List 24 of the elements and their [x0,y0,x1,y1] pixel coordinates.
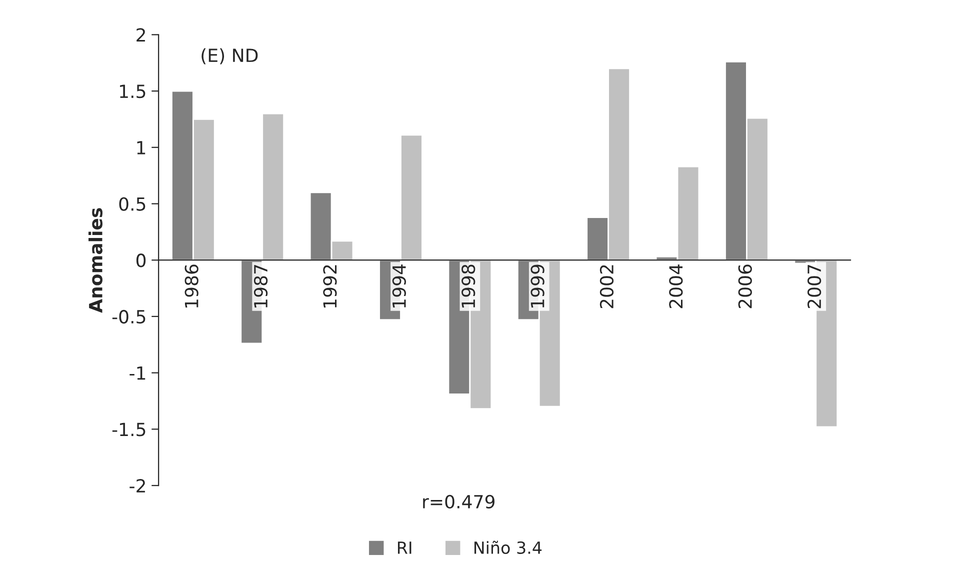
x-tick-label: 2007 [807,265,822,308]
legend-label: RI [398,542,412,554]
y-tick-label: 1.5 [120,84,146,98]
text: r=0.479 [423,494,494,509]
text: (E) ND [202,48,258,64]
x-tick-label: 1986 [184,264,198,308]
legend-label: Niño 3.4 [474,540,542,554]
x-tick-label: 1994 [392,264,406,308]
y-tick-label: -2 [130,478,145,492]
y-tick-label: -1 [130,366,146,380]
x-tick-label: 1998 [462,264,476,308]
y-tick-label: -0.5 [112,310,146,324]
x-tick-label: 1992 [323,265,337,308]
x-tick-label: 1999 [530,264,544,308]
y-axis-title: Anomalies [88,208,102,313]
y-tick-label: 2 [136,28,145,42]
y-tick-label: 0.5 [119,197,146,211]
x-tick-label: 1987 [254,265,268,308]
y-tick-label: 1 [137,141,146,154]
x-tick-label: 2002 [600,265,614,308]
x-tick-label: 2004 [669,264,683,308]
y-tick-label: 0 [136,254,146,268]
x-tick-label: 2006 [738,264,752,308]
y-tick-label: -1.5 [112,422,146,436]
